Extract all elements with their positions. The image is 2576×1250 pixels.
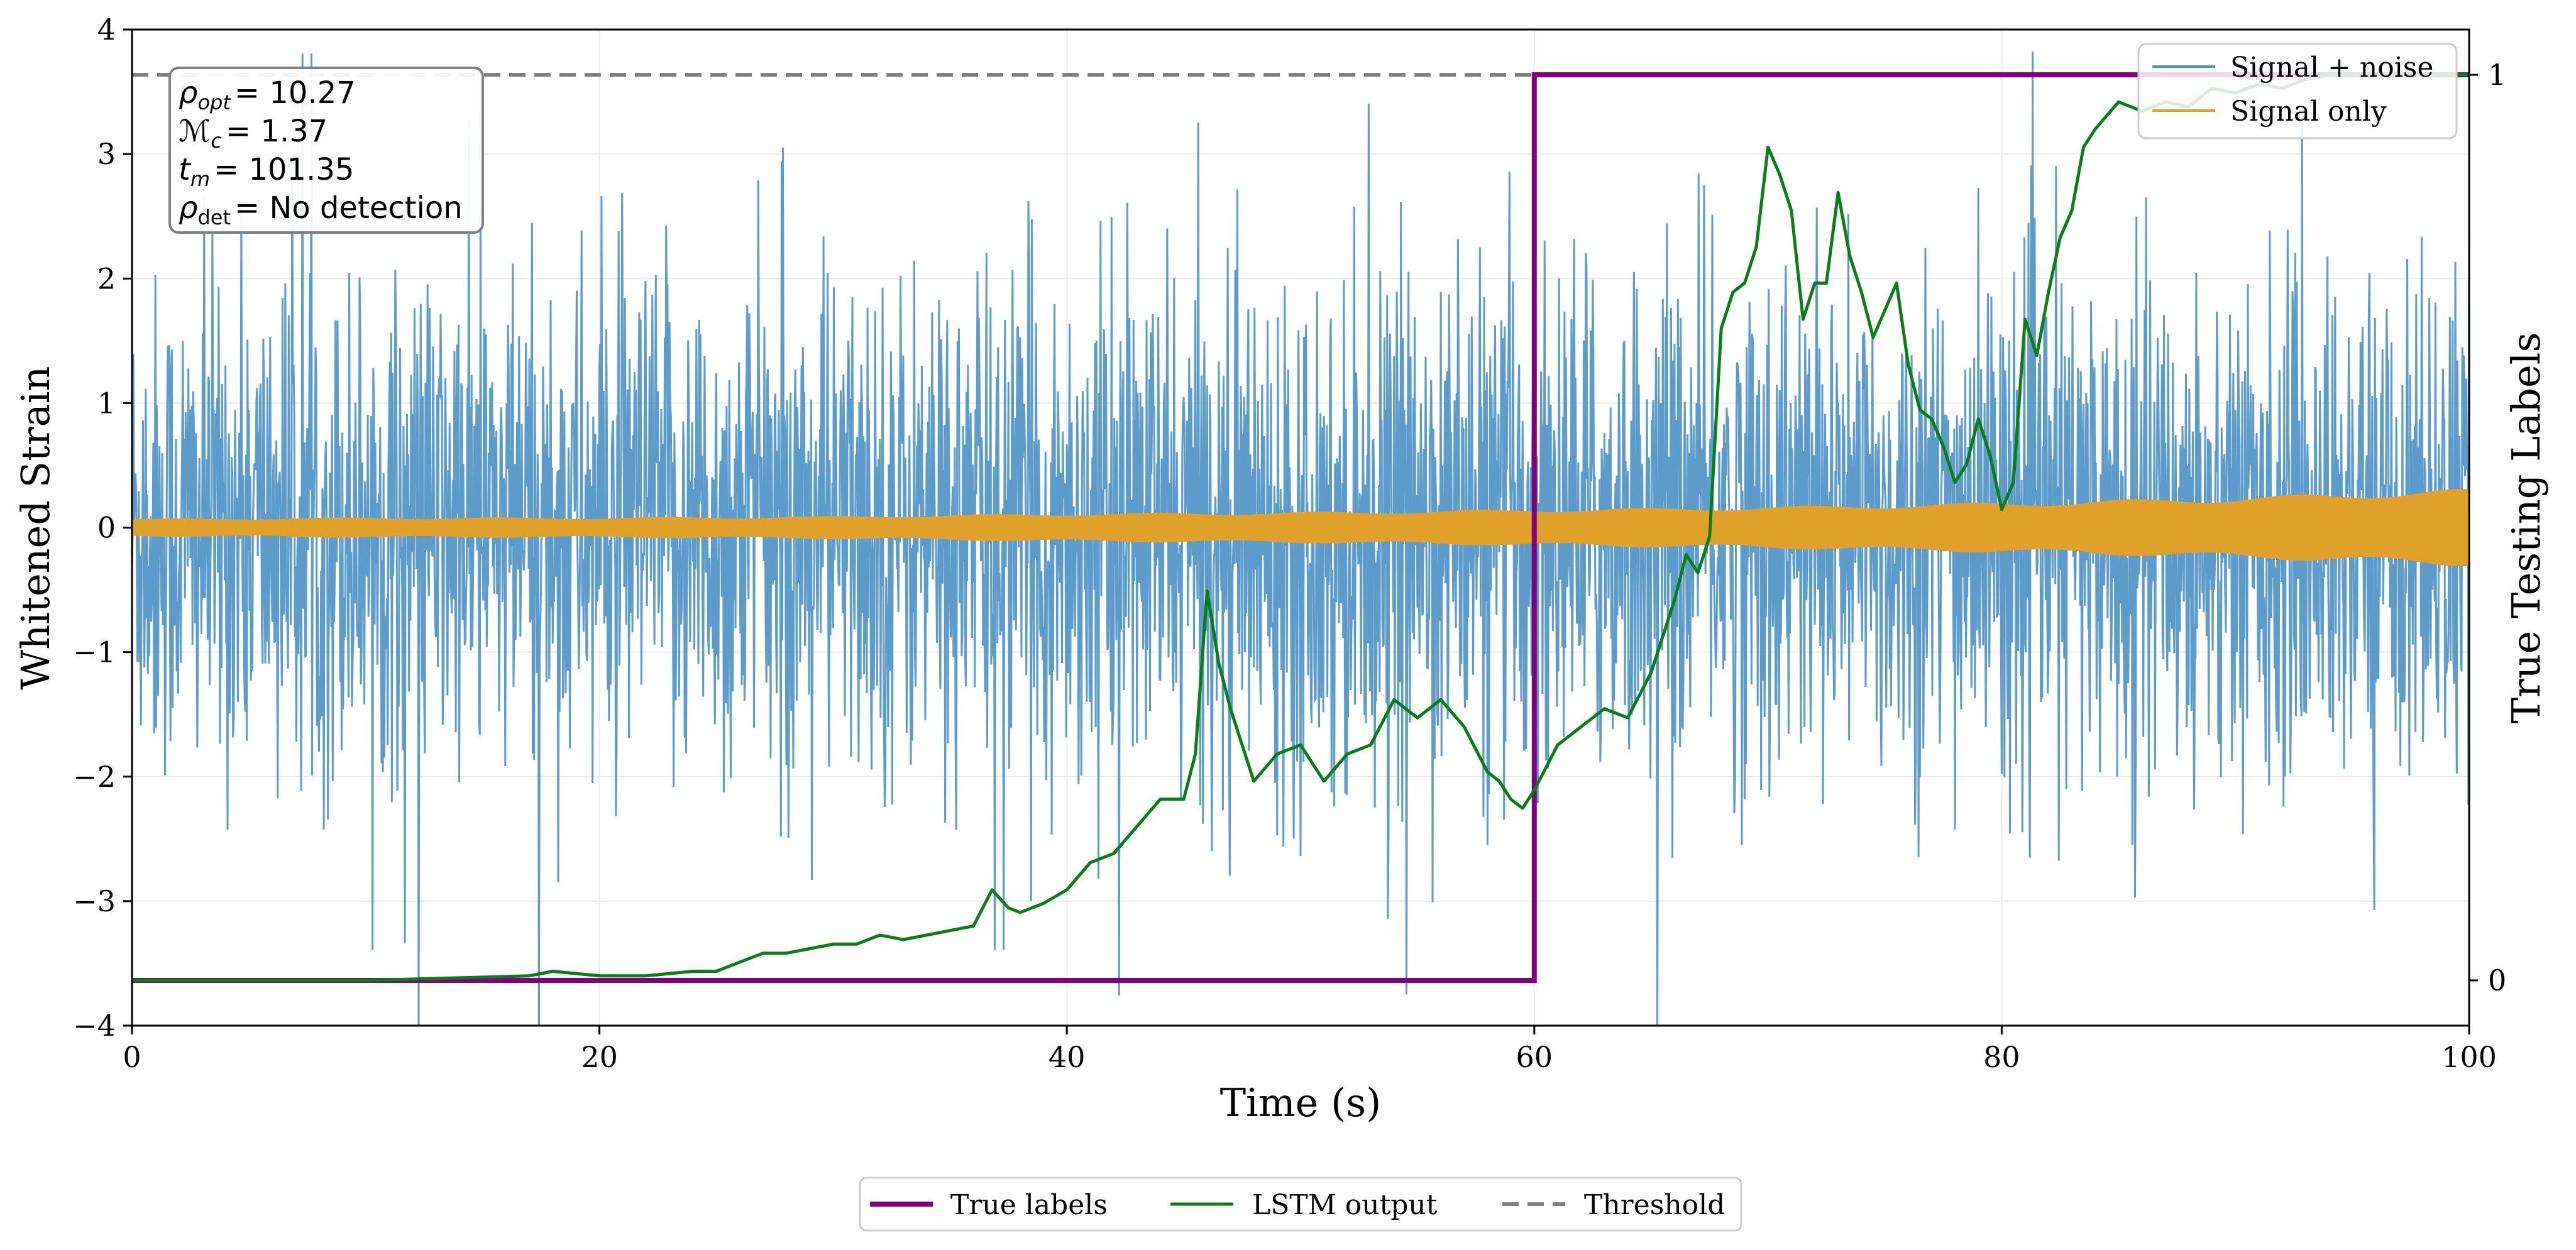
info-rho-opt-sub: opt	[197, 90, 231, 114]
x-tick-label-2: 40	[1049, 1040, 1086, 1074]
info-box-frame	[168, 67, 484, 234]
legend-upper-right: Signal + noise Signal only	[2137, 43, 2458, 140]
legend-lstm-label: LSTM output	[1252, 1189, 1438, 1221]
y-tick-label-4: 0	[97, 511, 116, 545]
info-mc-sub: c	[211, 129, 222, 153]
info-tm-sub: m	[190, 167, 210, 191]
x-axis-label: Time (s)	[1220, 1080, 1382, 1126]
x-tick-label-3: 60	[1516, 1040, 1553, 1074]
x-tick-label-4: 80	[1983, 1040, 2020, 1074]
info-tm-value: = 101.35	[214, 152, 354, 187]
info-mc-value: = 1.37	[226, 114, 328, 149]
y2-axis-label: True Testing Labels	[2503, 332, 2549, 724]
info-rho-opt-value: = 10.27	[234, 75, 356, 111]
info-tm: tm = 101.35	[179, 152, 354, 191]
signal-noise-series	[132, 51, 2469, 1026]
info-tm-symbol: t	[179, 152, 192, 187]
y-axis-label: Whitened Strain	[13, 366, 58, 690]
info-rho-det-symbol: ρ	[179, 190, 197, 226]
lstm-output-series	[132, 73, 2469, 982]
legend-bottom: True labels LSTM output Threshold	[859, 1176, 1742, 1232]
y2-tick-label-0: 0	[2488, 963, 2506, 997]
x-tick-label-1: 20	[581, 1040, 618, 1074]
legend-signal-only-label: Signal only	[2230, 96, 2387, 128]
info-mc-symbol: ℳ	[179, 114, 211, 149]
info-mc: ℳc = 1.37	[179, 114, 328, 153]
y-axis: −4 −3 −2 −1 0 1 2 3 4	[73, 13, 132, 1043]
info-rho-det-sub: det	[197, 206, 231, 229]
info-rho-det-value: = No detection	[234, 190, 463, 226]
info-rho-opt: ρopt = 10.27	[179, 75, 356, 114]
y2-tick-label-1: 1	[2488, 58, 2506, 92]
y-tick-label-7: 3	[97, 137, 116, 171]
y-tick-label-0: −4	[73, 1009, 116, 1043]
signal-only-series	[132, 488, 2469, 567]
x-tick-label-5: 100	[2441, 1040, 2497, 1074]
x-axis: 0 20 40 60 80 100	[123, 1026, 2497, 1074]
legend-true-labels-label: True labels	[950, 1189, 1108, 1221]
legend-signal-noise-label: Signal + noise	[2230, 52, 2433, 84]
legend-threshold-label: Threshold	[1584, 1189, 1725, 1221]
legend-upper-frame	[2137, 43, 2458, 140]
y-tick-label-5: 1	[97, 386, 116, 420]
x-tick-label-0: 0	[123, 1040, 141, 1074]
legend-bottom-frame	[859, 1176, 1742, 1232]
y-tick-label-2: −2	[73, 760, 116, 794]
info-box: ρopt = 10.27 ℳc = 1.37 tm = 101.35 ρdet = No…	[168, 67, 484, 234]
y2-axis: 01	[2469, 58, 2506, 997]
true-labels-series	[132, 72, 2469, 983]
y-tick-label-8: 4	[97, 13, 116, 47]
y-tick-label-6: 2	[97, 261, 116, 295]
info-rho-det: ρdet = No detection	[179, 190, 463, 229]
y-tick-label-1: −3	[73, 884, 116, 918]
y-tick-label-3: −1	[73, 635, 116, 669]
info-rho-opt-symbol: ρ	[179, 75, 197, 111]
